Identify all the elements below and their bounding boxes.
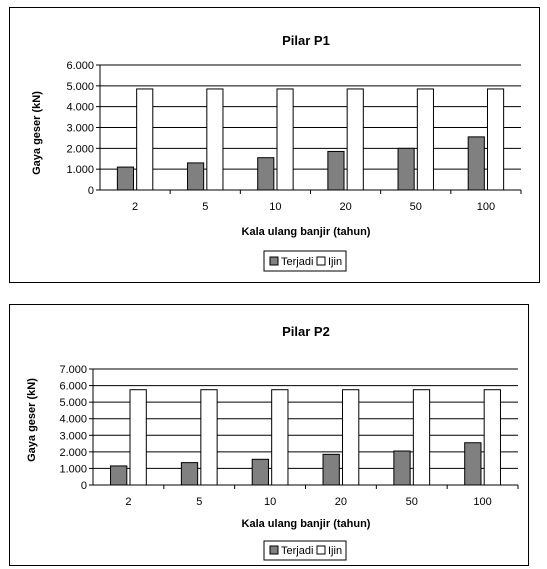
bar-ijin — [483, 389, 501, 486]
x-tick-label: 50 — [406, 496, 418, 508]
bar-ijin — [136, 88, 154, 191]
legend-box — [263, 250, 347, 272]
chart-panel-p1: Pilar P1 Gaya geser (kN) Kala ulang banj… — [9, 7, 540, 283]
bar-ijin — [486, 88, 505, 191]
bar-ijin — [271, 389, 289, 486]
x-axis-label: Kala ulang banjir (tahun) — [242, 518, 371, 530]
y-tick-label: 4.000 — [66, 102, 94, 114]
x-tick-label: 20 — [335, 496, 347, 508]
y-tick-label: 1.000 — [66, 164, 94, 176]
x-tick-label: 5 — [202, 201, 208, 213]
bar-ijin — [416, 88, 434, 191]
x-tick-label: 10 — [269, 201, 281, 213]
bar-ijin — [342, 389, 360, 486]
bar-terjadi — [257, 157, 275, 191]
legend-label-ijin: Ijin — [328, 545, 342, 557]
bar-terjadi — [116, 166, 135, 191]
y-tick-label: 3.000 — [59, 430, 87, 442]
y-axis-label: Gaya geser (kN) — [26, 378, 38, 462]
x-tick-label: 10 — [264, 496, 276, 508]
x-tick-label: 5 — [196, 496, 202, 508]
bar-terjadi — [251, 458, 269, 486]
y-tick-label: 1.000 — [59, 463, 87, 475]
plot-area: 0 1.000 2.000 3.000 4.000 5.000 6.000 7.000 2 5 10… — [59, 364, 519, 508]
y-tick-label: 0 — [81, 480, 87, 492]
legend-label-terjadi: Terjadi — [281, 256, 313, 268]
y-tick-label: 0 — [88, 185, 94, 197]
y-tick-label: 4.000 — [59, 414, 87, 426]
bar-terjadi — [327, 150, 345, 191]
x-tick-label: 50 — [410, 201, 422, 213]
y-tick-label: 2.000 — [59, 447, 87, 459]
bar-ijin — [412, 389, 431, 486]
x-tick-label: 2 — [132, 201, 138, 213]
y-tick-label: 6.000 — [66, 60, 94, 72]
bar-ijin — [129, 389, 147, 486]
plot-area: 0 1.000 2.000 3.000 4.000 5.000 6.000 2 5 10 20 50 1… — [66, 60, 522, 213]
legend-label-terjadi: Terjadi — [281, 545, 313, 557]
chart-panel-p2: Pilar P2 Gaya geser (kN) Kala ulang banj… — [9, 304, 529, 566]
bar-terjadi — [467, 136, 485, 191]
chart-title: Pilar P1 — [282, 33, 330, 48]
x-tick-label: 100 — [477, 201, 495, 213]
legend: Terjadi Ijin — [263, 540, 347, 561]
legend-label-ijin: Ijin — [328, 256, 342, 268]
bar-terjadi — [393, 450, 411, 486]
bar-ijin — [206, 88, 224, 191]
bar-ijin — [276, 88, 294, 191]
bar-terjadi — [110, 465, 128, 486]
bar-ijin — [200, 389, 218, 486]
y-tick-label: 5.000 — [59, 397, 87, 409]
y-axis-label: Gaya geser (kN) — [31, 91, 43, 175]
bar-terjadi — [187, 162, 205, 191]
bar-terjadi — [180, 462, 199, 486]
chart-svg-p2: Pilar P2 Gaya geser (kN) Kala ulang banj… — [26, 324, 519, 561]
legend-swatch-terjadi — [269, 545, 279, 555]
x-tick-label: 20 — [339, 201, 351, 213]
legend-swatch-ijin — [316, 545, 326, 555]
bar-ijin — [346, 88, 364, 191]
x-axis-label: Kala ulang banjir (tahun) — [242, 226, 371, 238]
bar-terjadi — [322, 453, 340, 486]
bar-terjadi — [464, 442, 482, 486]
y-tick-label: 3.000 — [66, 123, 94, 135]
chart-svg-p1: Pilar P1 Gaya geser (kN) Kala ulang banj… — [31, 33, 522, 272]
x-tick-label: 2 — [125, 496, 131, 508]
bar-terjadi — [397, 147, 415, 191]
y-tick-label: 7.000 — [59, 364, 87, 376]
legend-swatch-terjadi — [269, 256, 279, 266]
y-tick-label: 6.000 — [59, 381, 87, 393]
chart-title: Pilar P2 — [282, 324, 330, 339]
legend-swatch-ijin — [316, 256, 326, 266]
legend: Terjadi Ijin — [263, 250, 347, 272]
y-tick-label: 2.000 — [66, 143, 94, 155]
x-tick-label: 100 — [473, 496, 491, 508]
y-tick-label: 5.000 — [66, 81, 94, 93]
